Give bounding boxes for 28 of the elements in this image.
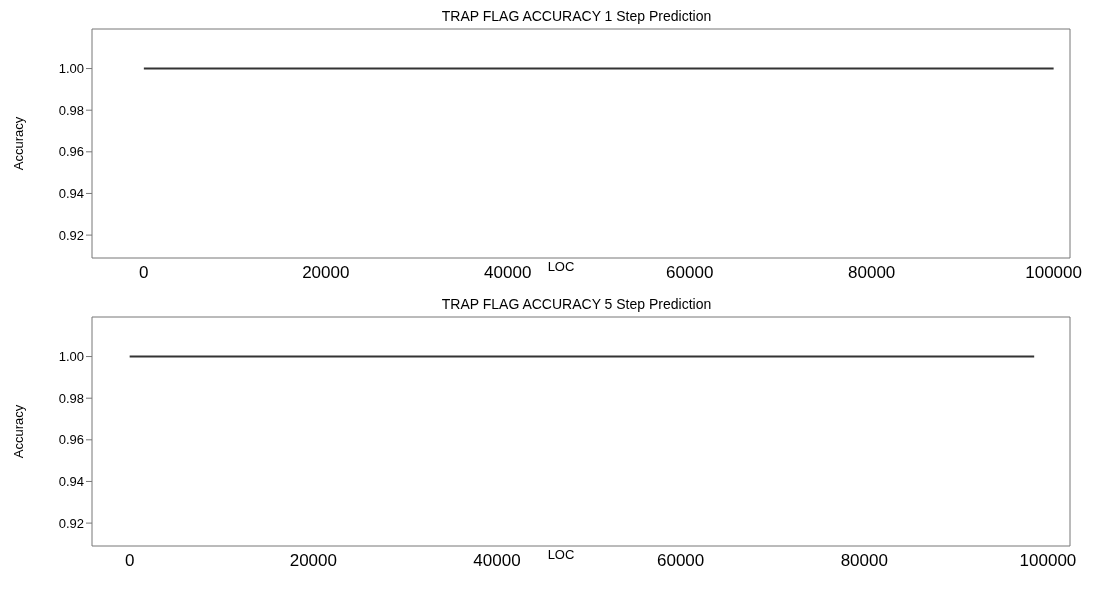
x-tick-label: 100000 <box>1019 551 1077 571</box>
y-tick-label: 0.96 <box>58 144 84 160</box>
x-tick-label: 80000 <box>848 263 896 283</box>
x-axis-title: LOC <box>547 547 575 563</box>
x-tick-label: 0 <box>124 551 135 571</box>
chart-title: TRAP FLAG ACCURACY 1 Step Prediction <box>440 8 713 26</box>
chart-title: TRAP FLAG ACCURACY 5 Step Prediction <box>440 296 713 314</box>
y-axis-title: Accuracy <box>10 116 26 171</box>
y-axis-title: Accuracy <box>10 404 26 459</box>
x-tick-label: 100000 <box>1025 263 1082 283</box>
x-tick-label: 80000 <box>840 551 888 571</box>
x-axis-title: LOC <box>547 259 575 275</box>
y-tick-label: 0.96 <box>58 432 84 448</box>
x-tick-label: 40000 <box>473 551 521 571</box>
y-tick-label: 0.98 <box>58 390 84 406</box>
y-tick-label: 0.94 <box>58 474 84 490</box>
x-tick-label: 20000 <box>289 551 337 571</box>
x-tick-label: 60000 <box>666 263 714 283</box>
y-tick-label: 0.94 <box>58 186 84 202</box>
y-tick-label: 1.00 <box>58 61 84 77</box>
x-tick-label: 20000 <box>302 263 350 283</box>
y-tick-label: 0.92 <box>58 227 84 243</box>
y-tick-label: 1.00 <box>58 349 84 365</box>
y-tick-label: 0.98 <box>58 102 84 118</box>
x-tick-label: 40000 <box>484 263 532 283</box>
y-tick-label: 0.92 <box>58 515 84 531</box>
x-tick-label: 60000 <box>657 551 705 571</box>
x-tick-label: 0 <box>139 263 149 283</box>
